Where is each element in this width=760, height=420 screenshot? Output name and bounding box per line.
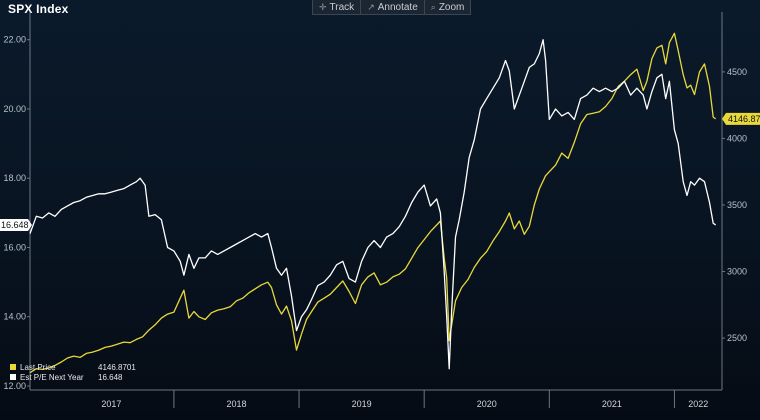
legend-value: 16.648 [98, 372, 123, 382]
track-label: Track [329, 1, 355, 13]
x-tick-label: 2020 [477, 399, 497, 409]
series-line-0 [29, 32, 717, 374]
crosshair-icon: ✛ [319, 1, 327, 12]
annotate-icon: ↗ [367, 1, 375, 12]
x-tick-label: 2019 [352, 399, 372, 409]
series-lines [29, 32, 717, 374]
left-tick-label: 12.00 [3, 381, 26, 391]
left-tick-label: 20.00 [3, 104, 26, 114]
flag-label: 4146.87 [728, 114, 760, 124]
legend-value: 4146.8701 [98, 362, 136, 372]
left-tick-label: 22.00 [3, 35, 26, 45]
right-tick-label: 4500 [727, 67, 747, 77]
x-tick-label: 2018 [226, 399, 246, 409]
x-tick-label: 2017 [101, 399, 121, 409]
left-tick-label: 18.00 [3, 173, 26, 183]
last-value-flags: 4146.87 16.648 [0, 112, 760, 232]
zoom-icon: ⌕ [430, 1, 436, 12]
left-axis: 12.00 14.00 16.00 18.00 20.00 22.00 [3, 12, 31, 391]
chart-title: SPX Index [8, 2, 69, 16]
right-tick-label: 2500 [727, 333, 747, 343]
left-tick-label: 16.00 [3, 242, 26, 252]
right-tick-label: 3000 [727, 267, 747, 277]
zoom-button[interactable]: ⌕ Zoom [423, 0, 471, 14]
x-tick-label: 2022 [688, 399, 708, 409]
right-tick-label: 3500 [727, 200, 747, 210]
left-tick-label: 14.00 [3, 312, 26, 322]
x-tick-label: 2021 [602, 399, 622, 409]
annotate-button[interactable]: ↗ Annotate [360, 0, 424, 14]
zoom-label: Zoom [438, 1, 465, 13]
series-line-1 [29, 39, 717, 370]
legend-name: Last Price [20, 362, 56, 372]
legend-item-last-price: Last Price 4146.8701 [10, 362, 136, 372]
chart-toolbar: ✛ Track ↗ Annotate ⌕ Zoom [312, 0, 472, 15]
legend-item-pe: Est P/E Next Year 16.648 [10, 372, 136, 382]
flag-label: 16.648 [1, 220, 29, 230]
right-tick-label: 4000 [727, 133, 747, 143]
track-button[interactable]: ✛ Track [313, 0, 360, 14]
legend-swatch-last-price [10, 364, 16, 370]
right-axis: 2500 3000 3500 4000 4500 [721, 12, 747, 390]
flag-bg [0, 219, 32, 232]
flag-bg [722, 112, 760, 125]
legend-name: Est P/E Next Year [20, 372, 84, 382]
x-axis: 2017 2018 2019 2020 2021 2022 [30, 389, 722, 409]
annotate-label: Annotate [377, 1, 418, 13]
legend-swatch-pe [10, 374, 16, 380]
last-value-flag-0: 4146.87 [722, 112, 760, 125]
last-value-flag-1: 16.648 [0, 219, 32, 232]
legend: Last Price 4146.8701 Est P/E Next Year 1… [10, 362, 136, 382]
